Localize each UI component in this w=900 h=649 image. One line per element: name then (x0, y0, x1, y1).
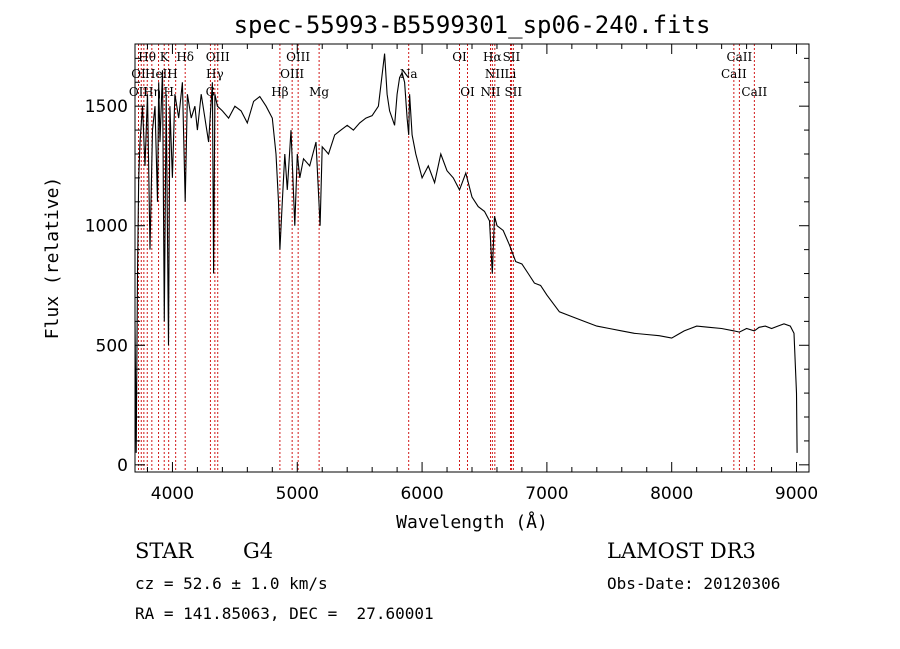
redshift-velocity: cz = 52.6 ± 1.0 km/s (135, 574, 328, 593)
reference-label: CaII (741, 85, 767, 99)
coordinates: RA = 141.85063, DEC = 27.60001 (135, 604, 434, 623)
y-tick-label: 1500 (85, 97, 128, 117)
spectrum-line (134, 53, 798, 453)
reference-label: OIII (286, 50, 310, 64)
reference-label: OII (129, 85, 149, 99)
reference-label: OI (460, 85, 475, 99)
reference-label: NII (480, 85, 500, 99)
reference-label: SII (503, 50, 521, 64)
reference-label: K (160, 50, 170, 64)
reference-label: G (206, 85, 216, 99)
y-axis-label: Flux (relative) (42, 177, 63, 340)
y-tick-label: 500 (96, 336, 128, 356)
reference-lines (138, 44, 755, 472)
reference-label: OI (452, 50, 467, 64)
y-tick-label: 0 (117, 456, 128, 476)
x-axis-label: Wavelength (Å) (396, 511, 548, 533)
reference-label: SII (504, 85, 522, 99)
reference-label: OI (131, 67, 146, 81)
y-tick-label: 1000 (85, 217, 128, 237)
reference-label: CaII (721, 67, 747, 81)
reference-label: OIII (206, 50, 230, 64)
reference-label: Hα (483, 50, 502, 64)
object-subclass: G4 (243, 539, 274, 563)
observation-date: Obs-Date: 20120306 (607, 574, 781, 593)
reference-label: Hθ (138, 50, 156, 64)
object-class: STAR (135, 539, 194, 563)
reference-label: Li (505, 67, 517, 81)
reference-label: CaII (726, 50, 752, 64)
reference-label: Hδ (176, 50, 194, 64)
reference-label: NII (485, 67, 505, 81)
reference-label: OIII (280, 67, 304, 81)
x-tick-label: 9000 (775, 484, 818, 504)
reference-label: H (167, 67, 177, 81)
reference-label: Hβ (271, 85, 288, 99)
chart-title: spec-55993-B5599301_sp06-240.fits (234, 11, 711, 39)
reference-label: Hγ (206, 67, 224, 81)
reference-label: H (163, 85, 173, 99)
x-tick-label: 4000 (151, 484, 194, 504)
plot-frame (134, 43, 810, 473)
reference-label: Mg (309, 85, 329, 99)
y-axis-ticks: 0 500 1000 1500 (85, 57, 809, 476)
x-axis-ticks: 4000 5000 6000 7000 8000 9000 (146, 44, 818, 504)
reference-label: Na (400, 67, 418, 81)
reference-label: HeI (145, 67, 168, 81)
x-tick-label: 5000 (276, 484, 319, 504)
x-tick-label: 7000 (525, 484, 568, 504)
x-tick-label: 6000 (400, 484, 443, 504)
survey-name: LAMOST DR3 (607, 539, 756, 563)
x-tick-label: 8000 (650, 484, 693, 504)
